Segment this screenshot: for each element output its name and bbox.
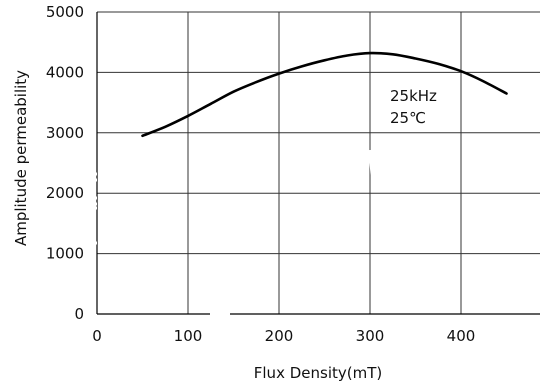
series-group <box>141 51 508 138</box>
x-tick-label-300: 300 <box>356 327 385 345</box>
y-axis-title: Amplitude permeability <box>12 70 30 246</box>
grid-lines <box>97 11 540 314</box>
x-tick-label-200: 200 <box>265 327 294 345</box>
y-tick-label-1000: 1000 <box>46 245 84 263</box>
annotation-frequency: 25kHz <box>390 87 437 105</box>
x-tick-labels: 0 100 200 300 400 <box>92 327 475 345</box>
x-tick-label-400: 400 <box>447 327 476 345</box>
axes <box>60 12 540 316</box>
y-tick-label-5000: 5000 <box>46 3 84 21</box>
series-line-0 <box>141 51 508 138</box>
y-tick-labels: 0 1000 2000 3000 4000 5000 <box>46 3 84 323</box>
x-tick-label-0: 0 <box>92 327 102 345</box>
x-axis-title: Flux Density(mT) <box>254 364 382 382</box>
annotation-temperature: 25℃ <box>390 109 426 127</box>
y-tick-label-2000: 2000 <box>46 184 84 202</box>
y-tick-label-4000: 4000 <box>46 63 84 81</box>
x-tick-label-100: 100 <box>174 327 203 345</box>
y-tick-label-3000: 3000 <box>46 124 84 142</box>
scan-gap-7 <box>368 149 374 176</box>
y-tick-label-0: 0 <box>74 305 84 323</box>
